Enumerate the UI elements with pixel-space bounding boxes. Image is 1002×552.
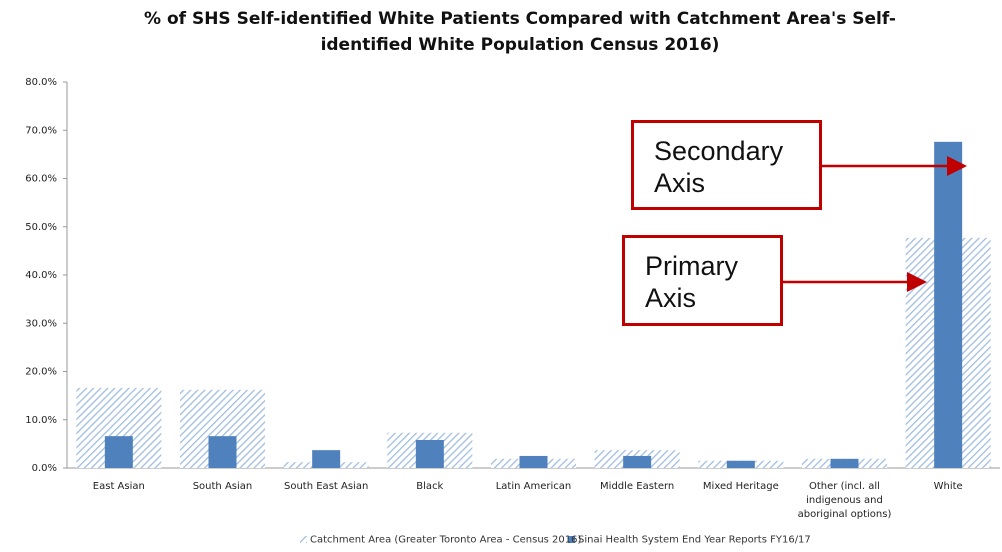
annotation: Secondary Axis	[631, 120, 822, 210]
bar	[726, 460, 755, 468]
y-tick-label: 30.0%	[25, 318, 57, 329]
x-tick-label: South Asian	[192, 481, 253, 492]
y-tick-label: 60.0%	[25, 174, 57, 185]
legend-label: Catchment Area (Greater Toronto Area - C…	[310, 534, 582, 546]
y-tick-label: 10.0%	[25, 415, 57, 426]
y-tick-label: 70.0%	[25, 125, 57, 136]
y-tick-label: 80.0%	[25, 77, 57, 88]
bar	[104, 436, 133, 468]
x-tick-label: Other (incl. all indigenous and aborigin…	[797, 481, 892, 520]
legend-swatch	[568, 536, 575, 543]
x-tick-label: Middle Eastern	[600, 481, 675, 492]
y-tick-label: 50.0%	[25, 222, 57, 233]
y-tick-label: 20.0%	[25, 367, 57, 378]
bar	[623, 455, 652, 468]
x-tick-label: South East Asian	[284, 481, 369, 492]
annotation: Primary Axis	[622, 235, 783, 326]
legend-label: Sinai Health System End Year Reports FY1…	[578, 534, 811, 546]
x-tick-label: Black	[416, 481, 444, 492]
x-tick-label: Mixed Heritage	[702, 481, 779, 492]
bar	[208, 436, 237, 468]
chart-title: % of SHS Self-identified White Patients …	[144, 9, 896, 55]
x-tick-label: White	[933, 481, 963, 492]
legend-swatch	[300, 536, 307, 543]
bar	[934, 141, 963, 468]
bar	[415, 440, 444, 468]
y-tick-label: 0.0%	[32, 463, 57, 474]
x-tick-label: Latin American	[495, 481, 572, 492]
x-tick-label: East Asian	[92, 481, 145, 492]
y-tick-label: 40.0%	[25, 270, 57, 281]
bar	[519, 455, 548, 468]
bar	[830, 458, 859, 468]
bar	[312, 450, 341, 468]
